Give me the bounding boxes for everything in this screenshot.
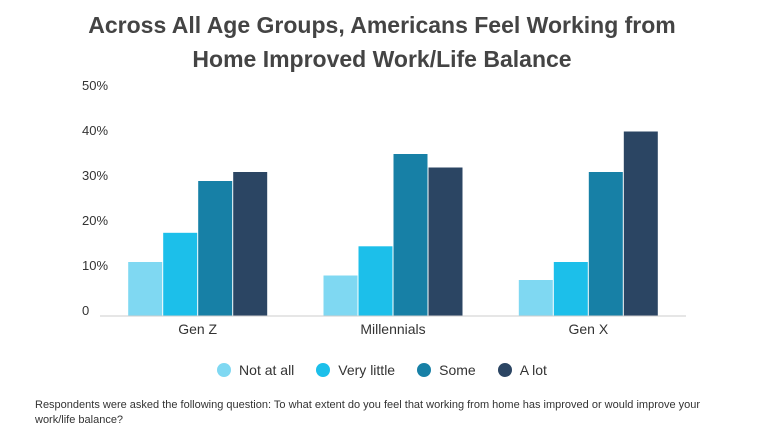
legend-label: Very little bbox=[338, 362, 396, 378]
legend-swatch bbox=[497, 363, 512, 377]
legend-item: Very little bbox=[316, 362, 395, 378]
chart-title-line-2: Home Improved Work/Life Balance bbox=[192, 46, 572, 72]
y-tick-label: 40% bbox=[82, 123, 108, 138]
legend-swatch bbox=[417, 363, 432, 377]
legend-item: Some bbox=[417, 362, 476, 378]
legend-swatch bbox=[217, 363, 232, 377]
bar-gen-x-some bbox=[588, 172, 623, 316]
legend-swatch bbox=[316, 363, 331, 377]
legend-item: A lot bbox=[497, 362, 547, 378]
chart-title-line-1: Across All Age Groups, Americans Feel Wo… bbox=[88, 12, 676, 38]
legend-label: A lot bbox=[519, 362, 547, 378]
bar-gen-x-not-at-all bbox=[518, 280, 553, 316]
y-axis: 0 10% 20% 30% 40% 50% bbox=[82, 78, 108, 318]
legend-label: Some bbox=[439, 362, 476, 378]
bar-chart: 0 10% 20% 30% 40% 50% Gen Z Millennials Gen X bbox=[82, 78, 686, 337]
y-tick-label: 50% bbox=[82, 78, 108, 93]
bar-gen-x-very-little bbox=[553, 262, 588, 316]
x-tick-label: Gen Z bbox=[178, 321, 217, 337]
legend-label: Not at all bbox=[239, 362, 295, 378]
bar-millennials-some bbox=[393, 154, 428, 316]
x-axis: Gen Z Millennials Gen X bbox=[178, 321, 609, 337]
bar-gen-z-not-at-all bbox=[128, 262, 163, 316]
y-tick-label: 30% bbox=[82, 168, 108, 183]
chart-title: Across All Age Groups, Americans Feel Wo… bbox=[0, 8, 764, 76]
y-tick-label: 0 bbox=[82, 303, 89, 318]
x-tick-label: Gen X bbox=[568, 321, 608, 337]
bars bbox=[128, 131, 658, 317]
bar-millennials-not-at-all bbox=[323, 275, 358, 316]
legend: Not at all Very little Some A lot bbox=[0, 362, 764, 378]
legend-item: Not at all bbox=[217, 362, 294, 378]
y-tick-label: 20% bbox=[82, 213, 108, 228]
bar-gen-x-a-lot bbox=[623, 131, 658, 316]
bar-millennials-a-lot bbox=[428, 167, 463, 316]
bar-millennials-very-little bbox=[358, 246, 393, 317]
bar-gen-z-a-lot bbox=[233, 172, 268, 316]
footnote: Respondents were asked the following que… bbox=[35, 399, 701, 426]
bar-gen-z-some bbox=[198, 181, 233, 316]
bar-gen-z-very-little bbox=[163, 232, 198, 317]
x-tick-label: Millennials bbox=[360, 321, 425, 337]
y-tick-label: 10% bbox=[82, 258, 108, 273]
